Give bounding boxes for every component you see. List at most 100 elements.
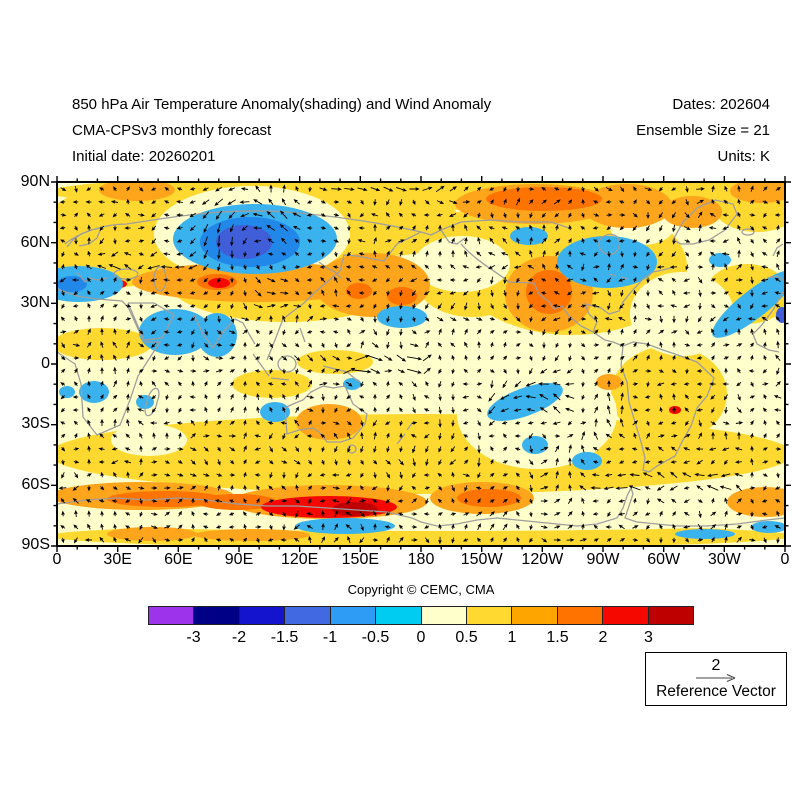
colorbar-tick-label: 1.5 — [546, 629, 569, 646]
plot-title: 850 hPa Air Temperature Anomaly(shading)… — [72, 96, 492, 113]
colorbar-segment — [193, 607, 239, 624]
lon-tick-label: 150E — [341, 551, 380, 568]
colorbar-segment — [602, 607, 648, 624]
anomaly-region — [297, 350, 373, 374]
anomaly-region — [675, 529, 735, 539]
anomaly-region — [709, 253, 731, 267]
colorbar-tick-label: 0.5 — [455, 629, 478, 646]
lon-tick-label: 30E — [103, 551, 132, 568]
anomaly-region — [377, 306, 427, 328]
ensemble-size-label: Ensemble Size = 21 — [636, 122, 770, 139]
lon-tick-label: 60W — [647, 551, 681, 568]
lon-tick-label: 30W — [707, 551, 741, 568]
anomaly-region — [414, 236, 510, 292]
lat-tick-label: 0 — [41, 354, 50, 372]
anomaly-region — [346, 283, 372, 299]
colorbar-segment — [375, 607, 421, 624]
lon-tick-label: 90E — [224, 551, 254, 568]
anomaly-region — [487, 383, 563, 421]
anomaly-region — [296, 404, 362, 440]
colorbar-tick-label: 0 — [416, 629, 426, 646]
anomaly-region — [727, 487, 785, 517]
lon-tick-label: 150W — [460, 551, 503, 568]
colorbar-segment — [420, 607, 466, 624]
reference-vector-arrow-icon — [696, 674, 736, 682]
anomaly-region — [526, 270, 572, 314]
anomaly-region — [57, 266, 123, 302]
colorbar-tick-label: -0.5 — [361, 629, 390, 646]
model-label: CMA-CPSv3 monthly forecast — [72, 122, 272, 139]
colorbar-segment — [329, 607, 376, 624]
anomaly-region — [111, 424, 187, 456]
initial-date-label: Initial date: 20260201 — [72, 148, 216, 165]
colorbar-segment — [511, 607, 557, 624]
map-figure — [49, 174, 793, 554]
colorbar-segment — [238, 607, 285, 624]
anomaly-region — [751, 521, 785, 533]
lon-tick-label: 180 — [407, 551, 435, 568]
anomaly-region — [630, 272, 734, 356]
anomaly-region — [332, 502, 378, 516]
lat-tick-label: 60N — [20, 233, 50, 251]
anomaly-region — [57, 328, 152, 360]
anomaly-region — [557, 236, 657, 288]
lon-tick-label: 90W — [586, 551, 620, 568]
anomaly-region — [260, 402, 290, 422]
reference-vector-value: 2 — [711, 657, 721, 674]
dates-label: Dates: 202604 — [672, 96, 770, 113]
reference-vector-box: 2 Reference Vector — [645, 652, 787, 706]
colorbar-tick-label: -2 — [231, 629, 247, 646]
reference-vector-label: Reference Vector — [656, 683, 776, 700]
copyright-text: Copyright © CEMC, CMA — [347, 582, 495, 597]
lat-tick-label: 30S — [21, 415, 50, 432]
anomaly-region — [208, 278, 230, 288]
colorbar-segment — [284, 607, 330, 624]
anomaly-region — [197, 494, 277, 510]
colorbar-tick-label: 1 — [507, 629, 517, 646]
anomaly-region — [295, 518, 395, 534]
colorbar-tick-label: 3 — [644, 629, 653, 646]
lat-tick-label: 30N — [20, 294, 50, 311]
colorbar-segment — [647, 607, 694, 624]
wind-vectors — [58, 184, 782, 545]
anomaly-region — [776, 307, 785, 323]
lon-tick-label: 0 — [780, 551, 790, 568]
world-map-canvas — [51, 176, 791, 552]
temperature-shading — [57, 182, 785, 546]
colorbar-tick-label: -1 — [322, 629, 338, 646]
lat-tick-label: 90S — [21, 536, 50, 553]
anomaly-region — [59, 386, 75, 398]
colorbar-segment — [556, 607, 603, 624]
lon-tick-label: 120E — [280, 551, 319, 568]
colorbar-tick-label: -1.5 — [270, 629, 299, 646]
colorbar — [148, 606, 694, 625]
lon-tick-label: 0 — [52, 551, 62, 568]
colorbar-tick-label: -3 — [186, 629, 201, 646]
anomaly-region — [57, 276, 87, 292]
anomaly-region — [510, 227, 548, 245]
anomaly-region — [194, 529, 310, 541]
anomaly-region — [572, 452, 602, 470]
colorbar-segment — [149, 607, 194, 624]
anomaly-region — [611, 346, 727, 442]
anomaly-region — [730, 182, 785, 203]
anomaly-region — [79, 381, 109, 403]
anomaly-region — [107, 527, 197, 541]
colorbar-segment — [465, 607, 512, 624]
anomaly-region — [387, 287, 417, 305]
anomaly-region — [522, 436, 548, 454]
lat-tick-label: 90N — [20, 173, 50, 190]
anomaly-region — [343, 378, 361, 390]
anomaly-region — [99, 182, 175, 201]
colorbar-tick-label: 2 — [598, 629, 608, 646]
anomaly-region — [712, 270, 785, 338]
anomaly-region — [582, 184, 672, 228]
lon-tick-label: 120W — [521, 551, 564, 568]
units-label: Units: K — [717, 148, 770, 165]
axis-ticks — [51, 176, 791, 552]
lon-tick-label: 60E — [164, 551, 193, 568]
anomaly-region — [457, 359, 617, 469]
anomaly-region — [486, 187, 602, 211]
lat-tick-label: 60S — [21, 475, 50, 493]
anomaly-region — [457, 489, 521, 507]
